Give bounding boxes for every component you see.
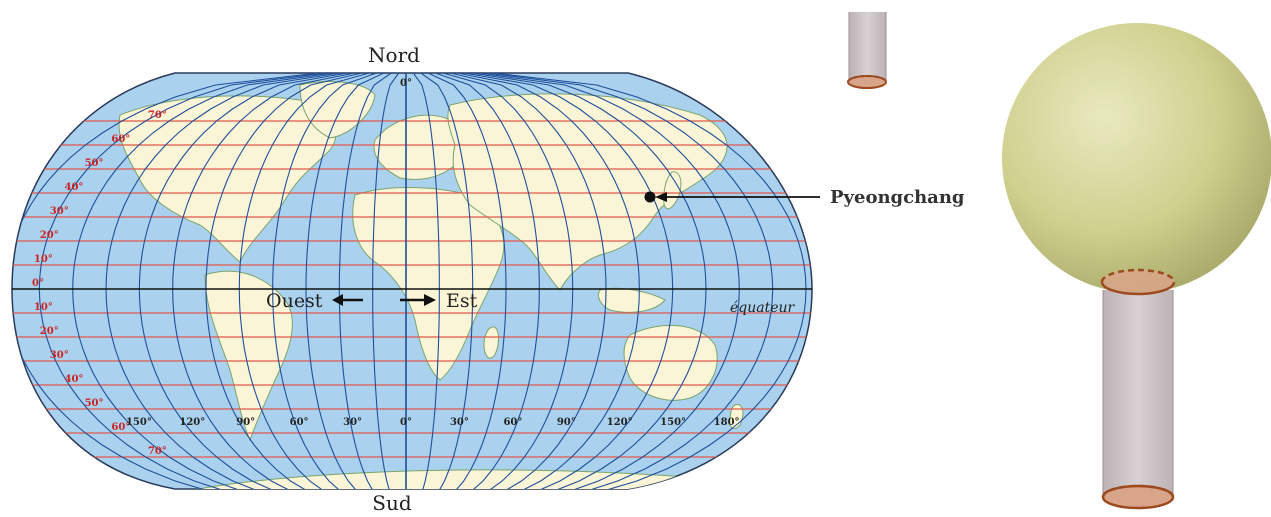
latitude-label: 70° [148, 446, 167, 457]
longitude-label: 30° [450, 417, 469, 428]
west-label: Ouest [266, 290, 323, 312]
south-label: Sud [372, 491, 412, 515]
latitude-label: 0° [32, 278, 44, 289]
longitude-label: 150° [660, 417, 686, 428]
latitude-label: 20° [40, 230, 59, 241]
latitude-label: 40° [65, 374, 84, 385]
west-arrow [332, 294, 363, 306]
longitude-label: 30° [343, 417, 362, 428]
latitude-label: 10° [34, 254, 53, 265]
latitude-label: 30° [50, 206, 69, 217]
latitude-label: 50° [85, 158, 104, 169]
top-meridian-label: 0° [400, 78, 412, 89]
latitude-label: 70° [148, 110, 167, 121]
longitude-label: 120° [179, 417, 205, 428]
east-label: Est [446, 290, 478, 312]
equator-label: équateur [730, 300, 796, 316]
latitude-label: 40° [65, 182, 84, 193]
longitude-label: 0° [400, 417, 412, 428]
sphere [1002, 23, 1271, 293]
world-map: 70° 60° 50° 40° 30° 20° 10° 0° 10° 20° 30° 40° 50° 60… [11, 43, 820, 515]
pillar-body [1103, 290, 1173, 497]
land-asia [447, 93, 728, 291]
longitude-label: 180° [714, 417, 740, 428]
map-land [118, 81, 744, 489]
longitude-label: 60° [503, 417, 522, 428]
east-arrow [400, 294, 436, 306]
land-japan [663, 171, 682, 210]
small-pillar [847, 12, 887, 89]
meridian-line [12, 73, 319, 489]
longitude-label: 90° [236, 417, 255, 428]
pyeongchang-marker[interactable] [644, 191, 656, 203]
longitude-label: 120° [607, 417, 633, 428]
north-label: Nord [368, 43, 420, 67]
pyeongchang-label: Pyeongchang [830, 187, 965, 208]
sphere-on-pillar [1002, 23, 1271, 510]
longitude-label: 150° [126, 417, 152, 428]
latitude-label: 20° [40, 326, 59, 337]
latitude-label: 60° [111, 134, 130, 145]
latitude-label: 10° [34, 302, 53, 313]
land-madagascar [483, 326, 499, 359]
latitude-label: 60° [111, 422, 130, 433]
pyeongchang-pointer-head [655, 192, 667, 202]
pillar-top-disk [1102, 270, 1174, 294]
land-greenland [299, 81, 376, 139]
longitude-label: 60° [290, 417, 309, 428]
longitude-label: 90° [557, 417, 576, 428]
latitude-label: 50° [85, 398, 104, 409]
latitude-labels: 70° 60° 50° 40° 30° 20° 10° 0° 10° 20° 30° 40° 50° 60… [32, 110, 167, 457]
latitude-label: 30° [50, 350, 69, 361]
longitude-labels: 150° 120° 90° 60° 30° 0° 30° 60° 90° 120° 150° 180° [126, 417, 740, 428]
land-antarctica [149, 469, 716, 489]
